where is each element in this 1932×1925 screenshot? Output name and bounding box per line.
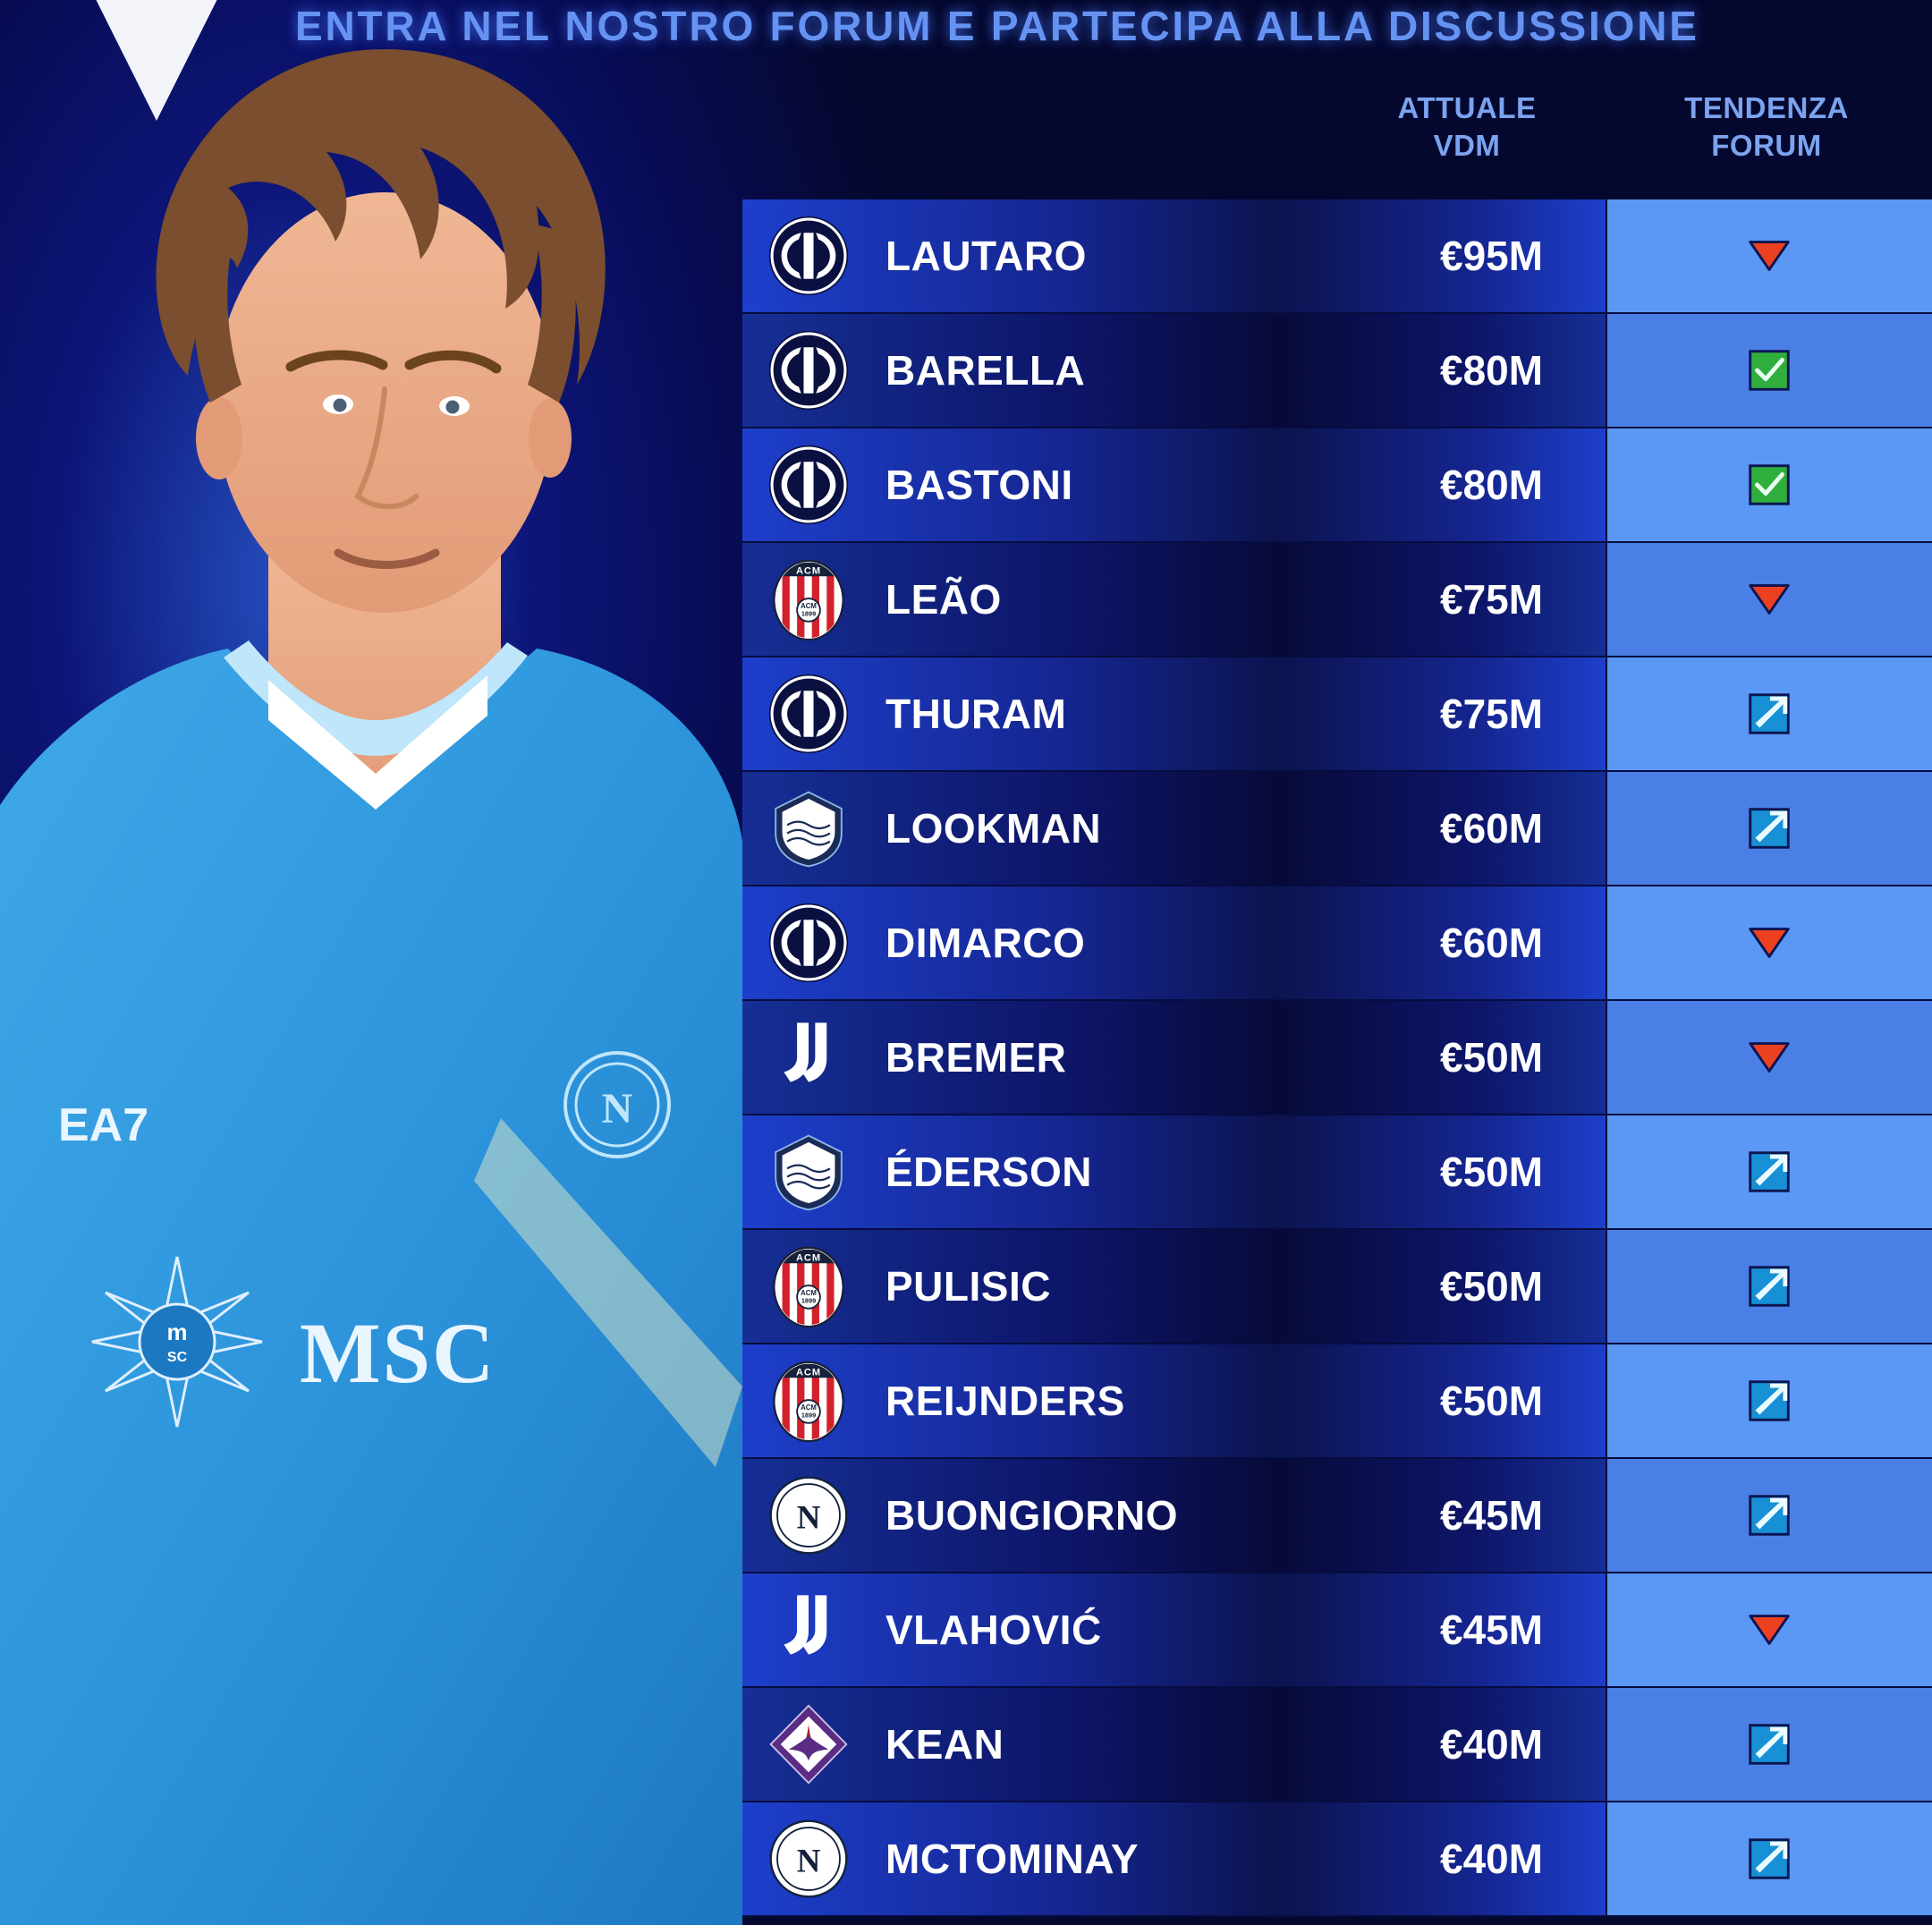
svg-text:EA7: EA7 <box>58 1099 148 1151</box>
svg-text:MSC: MSC <box>300 1305 496 1401</box>
svg-text:ACM: ACM <box>796 1367 821 1378</box>
svg-text:1899: 1899 <box>801 609 816 617</box>
svg-text:N: N <box>797 1499 821 1536</box>
svg-text:N: N <box>797 1843 821 1879</box>
svg-text:ACM: ACM <box>796 1252 821 1263</box>
svg-text:SC: SC <box>167 1350 188 1365</box>
svg-text:m: m <box>166 1319 187 1345</box>
svg-text:1899: 1899 <box>801 1296 816 1304</box>
svg-text:1899: 1899 <box>801 1411 816 1419</box>
svg-text:ACM: ACM <box>796 565 821 576</box>
svg-text:N: N <box>602 1085 633 1132</box>
